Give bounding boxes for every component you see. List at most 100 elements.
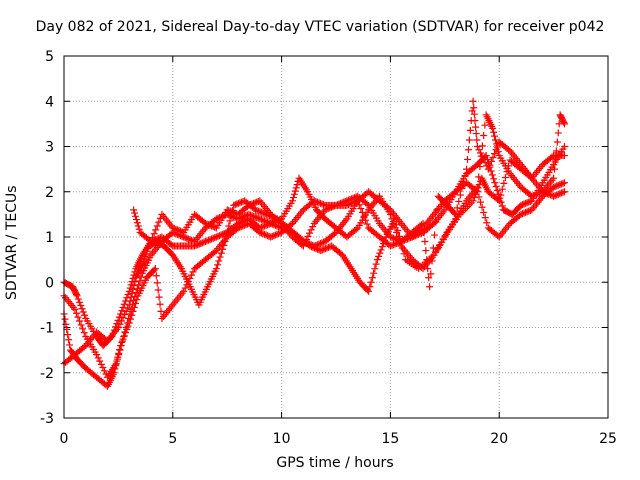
data-point [349, 199, 357, 207]
data-point [368, 274, 376, 282]
data-point [392, 221, 400, 229]
data-point [61, 315, 69, 323]
data-point [267, 219, 275, 227]
data-point [212, 215, 220, 223]
data-point [464, 146, 472, 154]
data-point [211, 248, 219, 256]
data-point [329, 203, 337, 211]
y-tick-label: 2 [45, 185, 54, 201]
data-point [309, 223, 317, 231]
data-point [492, 183, 500, 191]
data-point [132, 216, 140, 224]
data-point [400, 250, 408, 258]
data-point [212, 233, 220, 241]
data-point [424, 265, 432, 273]
data-point [365, 287, 373, 295]
data-point [477, 149, 485, 157]
data-point [264, 218, 272, 226]
data-point [473, 143, 481, 150]
data-point [560, 179, 568, 187]
data-point [135, 281, 143, 289]
data-point [487, 157, 495, 165]
data-point [119, 303, 127, 311]
data-point [270, 232, 278, 240]
data-point [376, 249, 384, 257]
y-tick-label: 3 [45, 140, 54, 156]
data-point [307, 226, 315, 234]
data-point [290, 190, 298, 198]
data-point [306, 229, 314, 237]
data-point [428, 257, 436, 265]
data-point [152, 226, 160, 234]
data-point [422, 247, 430, 255]
data-point [127, 293, 135, 301]
data-point [327, 203, 335, 211]
data-point [208, 222, 216, 230]
data-point [205, 236, 213, 244]
data-point [136, 277, 144, 285]
data-point [318, 246, 326, 254]
y-tick-label: -2 [40, 366, 54, 382]
data-point [453, 204, 461, 212]
data-point [127, 315, 135, 323]
data-point [93, 351, 101, 359]
data-point [560, 119, 568, 127]
data-point [233, 200, 241, 208]
data-point [399, 244, 407, 252]
data-point [352, 197, 360, 205]
data-point [175, 227, 183, 235]
data-point [262, 231, 270, 239]
data-point [208, 235, 216, 243]
data-point [550, 174, 558, 182]
data-point [377, 246, 385, 254]
data-point [553, 182, 561, 190]
data-point [274, 230, 282, 238]
y-tick-label: 0 [45, 275, 54, 291]
data-point [314, 245, 322, 253]
data-point [390, 241, 398, 249]
data-point [316, 199, 324, 207]
data-point [358, 208, 366, 216]
data-point [390, 234, 398, 242]
data-point [540, 188, 548, 196]
data-point [463, 165, 471, 173]
data-point [526, 197, 534, 205]
data-point [520, 200, 528, 208]
data-point [74, 313, 82, 321]
data-point [248, 212, 256, 220]
data-point [475, 181, 483, 189]
data-point [318, 239, 326, 247]
data-point [131, 300, 139, 308]
data-point [253, 198, 261, 206]
data-point [233, 210, 241, 218]
data-point [112, 361, 120, 369]
data-point [491, 150, 499, 158]
data-point [203, 220, 211, 228]
data-point [472, 190, 480, 198]
data-point [234, 224, 242, 232]
data-point [135, 225, 143, 233]
data-point [126, 297, 134, 305]
data-point [352, 225, 360, 233]
data-point [491, 132, 499, 140]
data-point [312, 245, 320, 253]
data-point [201, 219, 209, 227]
data-point [481, 159, 489, 167]
data-point [317, 247, 325, 255]
data-point [152, 272, 160, 280]
data-point [76, 317, 84, 325]
data-point [194, 241, 202, 249]
data-point [189, 237, 197, 245]
data-point [432, 218, 440, 226]
data-point [324, 205, 332, 213]
data-point [77, 321, 85, 329]
data-point [215, 232, 223, 240]
data-point [306, 242, 314, 250]
data-point [373, 256, 381, 264]
data-point [113, 357, 121, 365]
data-point [483, 219, 491, 227]
data-point [114, 324, 122, 331]
data-point [362, 216, 370, 224]
data-point [99, 364, 107, 372]
